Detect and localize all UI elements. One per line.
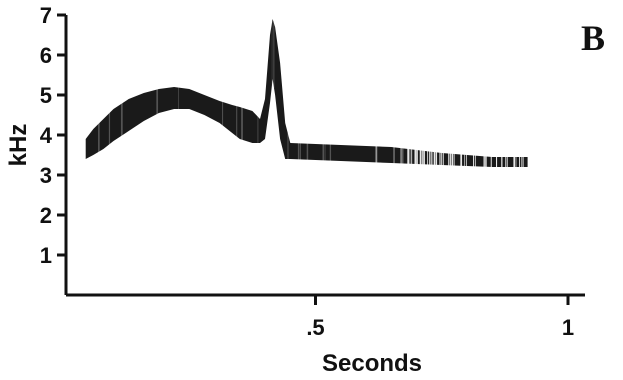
y-axis-ticks: 1 2 3 4 5 6 7 [40,3,66,268]
y-tick-label: 7 [40,3,52,28]
y-tick-label: 2 [40,203,52,228]
y-tick-label: 5 [40,83,52,108]
spectrogram-band-shape [85,19,528,167]
y-tick-label: 1 [40,243,52,268]
y-tick-label: 4 [40,123,53,148]
spectrogram-streaks [98,21,524,168]
spectrogram-band [85,19,528,167]
x-axis-label: Seconds [322,350,422,377]
y-tick-label: 3 [40,163,52,188]
panel-label: B [581,18,605,58]
x-axis-ticks: .5 1 [306,295,574,340]
x-tick-label: .5 [306,315,324,340]
y-tick-label: 6 [40,43,52,68]
y-axis-label: kHz [5,124,32,167]
x-tick-label: 1 [562,315,574,340]
